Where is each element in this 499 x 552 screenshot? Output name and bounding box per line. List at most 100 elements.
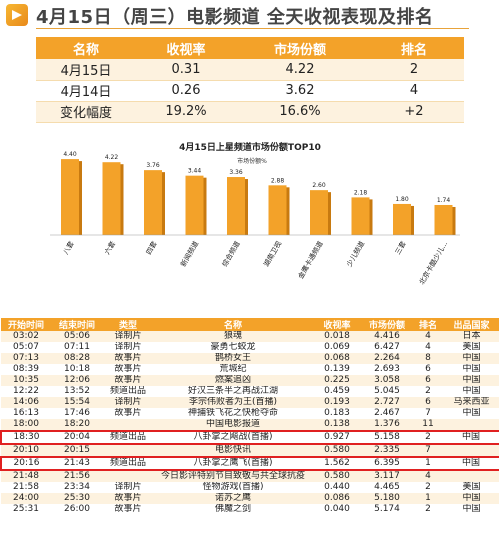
chart-bar <box>351 197 370 235</box>
chart-value-label: 2.88 <box>271 177 285 184</box>
summary-cell: +2 <box>364 101 464 123</box>
schedule-cell <box>443 419 499 431</box>
chart-value-label: 1.74 <box>437 197 451 204</box>
schedule-cell: 4.465 <box>361 482 413 493</box>
schedule-row: 16:13 17:46 故事片 神捕铁飞花之快枪夺命 0.183 2.467 7 中国 <box>1 408 499 419</box>
chart-bar <box>268 185 287 235</box>
schedule-cell: 23:34 <box>51 482 103 493</box>
schedule-col-header: 名称 <box>153 318 313 331</box>
chart-category-label: 三套 <box>393 240 408 257</box>
schedule-row: 25:31 26:00 故事片 佛魔之剑 0.040 5.174 2 中国 <box>1 504 499 515</box>
schedule-row: 03:02 05:06 译制片 狼魂 0.018 4.416 4 日本 <box>1 331 499 342</box>
schedule-cell: 中国 <box>443 375 499 386</box>
schedule-cell: 频道出品 <box>103 456 153 471</box>
chart-title: 4月15日上星频道市场份额TOP10 <box>179 141 321 153</box>
schedule-cell: 20:10 <box>1 444 51 457</box>
schedule-cell: 20:16 <box>0 456 51 471</box>
schedule-cell: 日本 <box>443 331 499 342</box>
chart-bar-shade <box>79 161 82 235</box>
schedule-cell: 7 <box>413 408 443 419</box>
chart-legend: 市场份额% <box>237 157 267 165</box>
schedule-cell: 12:22 <box>1 386 51 397</box>
schedule-row: 24:00 25:30 故事片 诺苏之鹰 0.086 5.180 1 中国 <box>1 493 499 504</box>
chart-bar-shade <box>328 192 331 235</box>
summary-row: 4月14日 0.26 3.62 4 <box>36 80 464 102</box>
schedule-cell: 1.562 <box>313 456 361 471</box>
schedule-cell: 3.117 <box>361 470 413 482</box>
play-icon <box>6 4 28 26</box>
schedule-row: 21:58 23:34 译制片 怪物游戏(首播) 0.440 4.465 2 美国 <box>1 482 499 493</box>
chart-bar <box>227 177 245 235</box>
schedule-cell: 12:06 <box>51 375 103 386</box>
schedule-cell: 0.459 <box>313 386 361 397</box>
schedule-cell: 24:00 <box>1 493 51 504</box>
share-bar-chart: 4月15日上星频道市场份额TOP10 市场份额% 4.40 八套 4.22 六套 3.76 四… <box>0 140 499 315</box>
schedule-cell: 4.416 <box>361 331 413 342</box>
schedule-cell: 0.440 <box>313 482 361 493</box>
schedule-cell: 3.058 <box>361 375 413 386</box>
schedule-col-header: 类型 <box>103 318 153 331</box>
schedule-cell: 故事片 <box>103 408 153 419</box>
chart-bar-shade <box>120 164 124 235</box>
schedule-cell: 佛魔之剑 <box>153 504 313 515</box>
schedule-cell: 03:02 <box>1 331 51 342</box>
summary-col-rank: 排名 <box>364 37 464 59</box>
schedule-cell: 0.193 <box>313 397 361 408</box>
schedule-row: 10:35 12:06 故事片 燃案追凶 0.225 3.058 6 中国 <box>1 375 499 386</box>
schedule-row-highlighted: 20:16 21:43 频道出品 八卦掌之鹰飞(首播) 1.562 6.395 1 中国 <box>0 456 499 471</box>
summary-cell: 4月15日 <box>36 59 136 81</box>
schedule-cell: 中国 <box>443 456 499 471</box>
schedule-cell: 07:13 <box>1 353 51 364</box>
schedule-cell: 10:18 <box>51 364 103 375</box>
chart-bar <box>434 204 453 235</box>
schedule-cell: 荒城纪 <box>153 364 313 375</box>
schedule-cell: 1 <box>413 456 443 471</box>
schedule-table: 开始时间 结束时间 类型 名称 收视率 市场份额 排名 出品国家 03:02 05:06 译制片狼… <box>0 318 499 515</box>
schedule-cell: 17:46 <box>51 408 103 419</box>
summary-cell: 0.26 <box>136 80 236 102</box>
schedule-cell <box>103 470 153 482</box>
schedule-cell: 0.138 <box>313 419 361 431</box>
schedule-cell: 好汉三条半之再战江湖 <box>153 386 313 397</box>
chart-bar <box>102 162 121 235</box>
chart-category-label: 新闻频道 <box>178 240 200 269</box>
schedule-cell: 5.158 <box>361 430 413 445</box>
schedule-col-header: 结束时间 <box>51 318 103 331</box>
schedule-cell: 14:06 <box>1 397 51 408</box>
schedule-cell: 18:00 <box>1 419 51 431</box>
schedule-cell: 频道出品 <box>103 386 153 397</box>
summary-table: 名称 收视率 市场份额 排名 4月15日 0.31 4.22 2 4月14日 0.26 3.… <box>36 37 464 123</box>
schedule-cell: 4 <box>413 331 443 342</box>
chart-bar-shade <box>162 172 165 235</box>
schedule-cell: 0.139 <box>313 364 361 375</box>
schedule-cell: 豪勇七蛟龙 <box>153 342 313 353</box>
chart-category-label: 八套 <box>61 240 76 257</box>
schedule-cell: 6.395 <box>361 456 413 471</box>
schedule-cell: 5.045 <box>361 386 413 397</box>
schedule-cell: 马来西亚 <box>443 397 499 408</box>
schedule-cell: 6 <box>413 364 443 375</box>
schedule-cell: 0.580 <box>313 470 361 482</box>
schedule-cell: 26:00 <box>51 504 103 515</box>
chart-value-label: 3.76 <box>146 162 160 169</box>
chart-category-label: 少儿频道 <box>344 240 366 269</box>
schedule-cell: 2 <box>413 482 443 493</box>
chart-bar <box>310 190 328 235</box>
schedule-cell <box>103 444 153 457</box>
chart-category-label: 金鹰卡通频道 <box>296 240 325 281</box>
schedule-cell: 18:20 <box>51 419 103 431</box>
schedule-cell: 电影快讯 <box>153 444 313 457</box>
schedule-cell: 6.427 <box>361 342 413 353</box>
schedule-cell: 7 <box>413 444 443 457</box>
schedule-cell: 5.174 <box>361 504 413 515</box>
schedule-cell: 2.727 <box>361 397 413 408</box>
page-title: 4月15日（周三）电影频道 全天收视表现及排名 <box>36 7 434 28</box>
chart-value-label: 2.18 <box>354 189 368 196</box>
schedule-cell: 13:52 <box>51 386 103 397</box>
schedule-cell: 8 <box>413 353 443 364</box>
schedule-cell: 21:48 <box>1 470 51 482</box>
schedule-col-header: 市场份额 <box>361 318 413 331</box>
schedule-cell: 中国 <box>443 430 499 445</box>
summary-cell: 0.31 <box>136 59 236 81</box>
schedule-section: 开始时间 结束时间 类型 名称 收视率 市场份额 排名 出品国家 03:02 05:06 译制片狼… <box>0 318 499 515</box>
